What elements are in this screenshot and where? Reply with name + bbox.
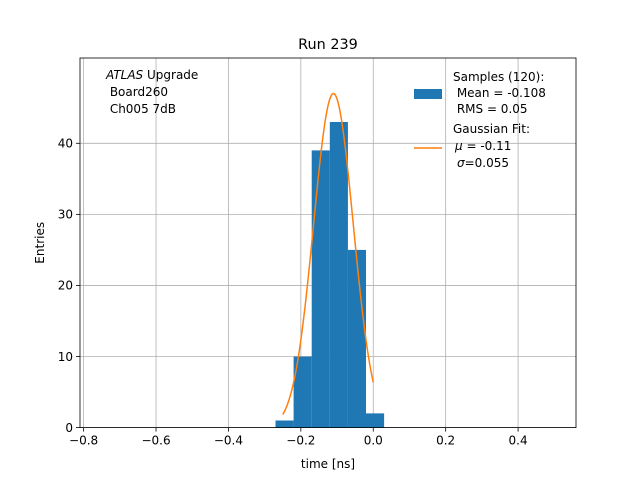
- annotation-upgrade: Upgrade: [143, 68, 198, 82]
- x-tick-label-1: −0.6: [141, 434, 170, 448]
- x-tick-label-4: 0.0: [364, 434, 383, 448]
- x-tick-label-0: −0.8: [69, 434, 98, 448]
- legend-samples-swatch: [414, 89, 442, 99]
- atlas-annotation: ATLAS Upgrade Board260 Ch005 7dB: [105, 68, 198, 116]
- legend-fit-line-1: Gaussian Fit:: [453, 122, 530, 136]
- y-tick-label-2: 20: [58, 279, 73, 293]
- annotation-line-1: ATLAS Upgrade: [105, 68, 198, 82]
- annotation-line-3: Ch005 7dB: [106, 102, 176, 116]
- legend-fit-line-2: μ = -0.11: [454, 139, 511, 153]
- histogram-bars: [275, 121, 385, 428]
- y-tick-label-3: 30: [58, 208, 73, 222]
- legend-fit-line-3: σ=0.055: [457, 156, 509, 170]
- legend-samples-line-1: Samples (120):: [453, 70, 544, 84]
- y-axis-label: Entries: [33, 222, 47, 264]
- legend-sigma-symbol: σ: [457, 156, 465, 170]
- chart-title: Run 239: [298, 37, 358, 53]
- legend-samples-line-2: Mean = -0.108: [453, 86, 546, 100]
- legend-mu-value: = -0.11: [463, 139, 512, 153]
- y-axis-ticks: 0 10 20 30 40: [58, 137, 80, 435]
- annotation-line-2: Board260: [106, 85, 168, 99]
- legend-samples-line-3: RMS = 0.05: [453, 102, 528, 116]
- x-axis-label: time [ns]: [301, 457, 355, 471]
- legend: Samples (120): Mean = -0.108 RMS = 0.05 …: [414, 70, 546, 170]
- histogram-bar-0: [275, 420, 294, 428]
- legend-sigma-value: =0.055: [465, 156, 509, 170]
- annotation-atlas: ATLAS: [105, 68, 144, 82]
- gaussian-fit-curve: [282, 92, 374, 415]
- x-axis-ticks: −0.8 −0.6 −0.4 −0.2 0.0 0.2 0.4: [69, 427, 528, 448]
- histogram-bar-3: [329, 121, 348, 428]
- x-tick-label-2: −0.4: [214, 434, 243, 448]
- y-tick-label-0: 0: [65, 421, 73, 435]
- legend-mu-symbol: μ: [454, 139, 463, 153]
- x-tick-label-3: −0.2: [286, 434, 315, 448]
- histogram-bar-5: [366, 413, 385, 428]
- x-tick-label-5: 0.2: [436, 434, 455, 448]
- plot-frame: [79, 57, 577, 429]
- histogram-bar-1: [293, 356, 312, 428]
- gaussian-fit: [282, 92, 374, 415]
- histogram-bar-2: [311, 150, 330, 428]
- histogram-bar-4: [347, 249, 367, 428]
- x-tick-label-6: 0.4: [509, 434, 528, 448]
- y-tick-label-4: 40: [58, 137, 73, 151]
- y-tick-label-1: 10: [58, 350, 73, 364]
